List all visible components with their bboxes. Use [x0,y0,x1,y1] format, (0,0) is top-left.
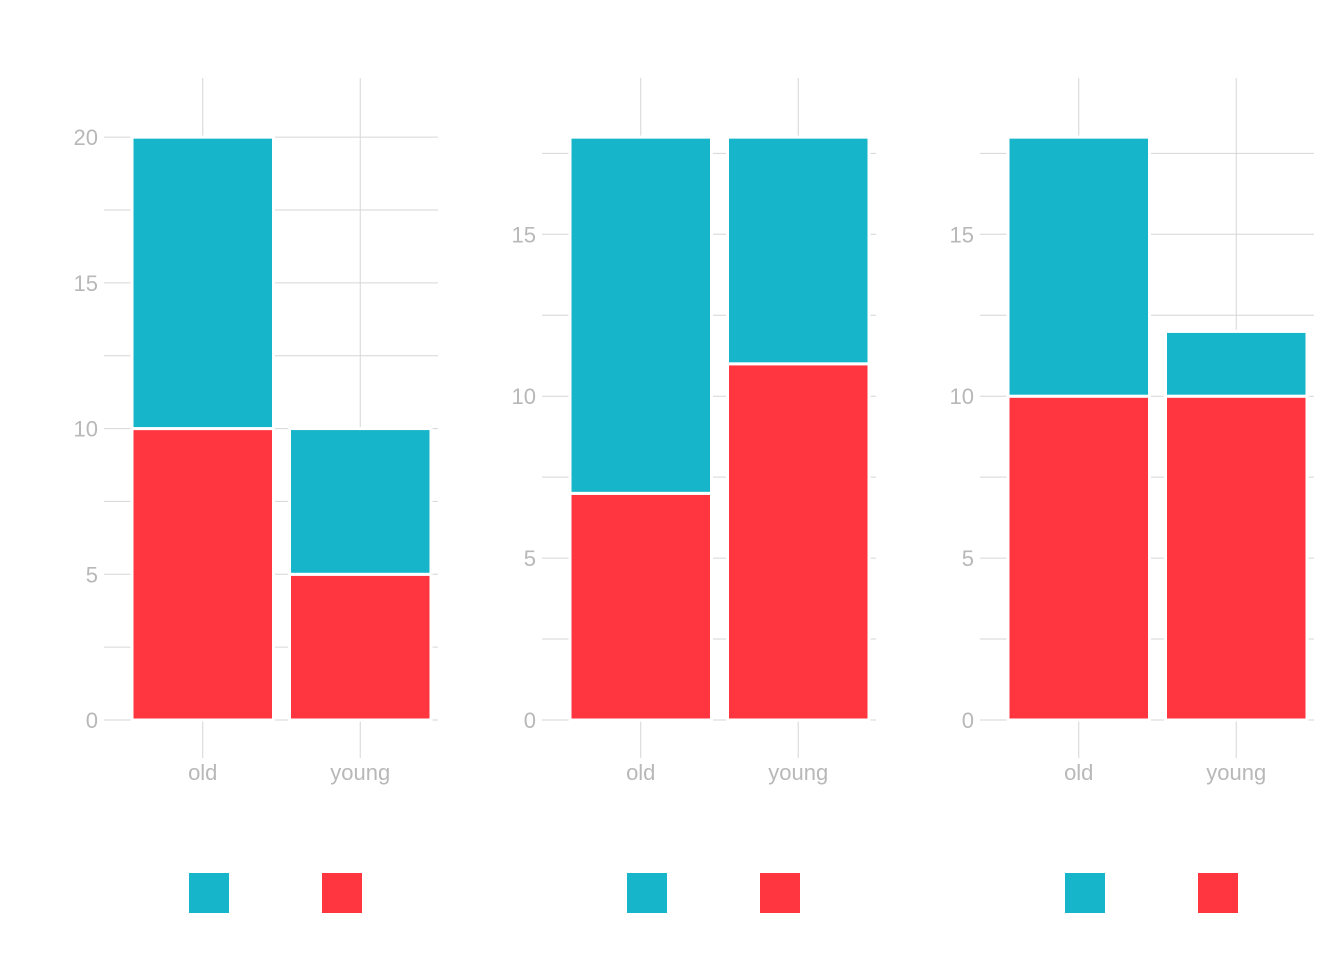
legend-swatch-2 [322,873,362,913]
legend-swatch-1 [1065,873,1105,913]
bar-young-series-2 [288,427,433,576]
y-tick-label: 5 [524,546,536,571]
y-tick-label: 0 [86,708,98,733]
legend-swatch-1 [189,873,229,913]
y-tick-label: 15 [512,222,536,247]
y-tick-label: 5 [86,562,98,587]
bar-young-series-1 [726,362,871,722]
x-tick-label-young: young [768,760,828,785]
y-tick-label: 15 [74,271,98,296]
y-tick-label: 15 [950,222,974,247]
bar-young-series-1 [1164,394,1309,722]
legend-swatch-2 [1198,873,1238,913]
y-tick-label: 5 [962,546,974,571]
bar-old-series-1 [568,491,713,722]
legend-swatch-1 [627,873,667,913]
y-tick-label: 10 [512,384,536,409]
bar-old-series-2 [1006,135,1151,398]
legend-swatch-2 [760,873,800,913]
x-tick-label-young: young [1206,760,1266,785]
chart-panel-2: 0 5 10 15 old young [512,78,876,913]
bar-old-series-2 [130,135,275,431]
y-tick-label: 10 [74,417,98,442]
bar-old-series-2 [568,135,713,495]
bar-young-series-2 [726,135,871,366]
chart-panel-1: 0 5 10 15 20 old young [74,78,438,913]
x-tick-label-old: old [626,760,655,785]
bar-old-series-1 [130,427,275,722]
x-tick-label-young: young [330,760,390,785]
x-tick-label-old: old [1064,760,1093,785]
chart-panel-3: 0 5 10 15 old young [950,78,1314,913]
y-tick-label: 10 [950,384,974,409]
y-tick-label: 20 [74,125,98,150]
x-tick-label-old: old [188,760,217,785]
bar-young-series-1 [288,572,433,722]
y-tick-label: 0 [962,708,974,733]
bar-young-series-2 [1164,329,1309,398]
y-tick-label: 0 [524,708,536,733]
bar-old-series-1 [1006,394,1151,722]
